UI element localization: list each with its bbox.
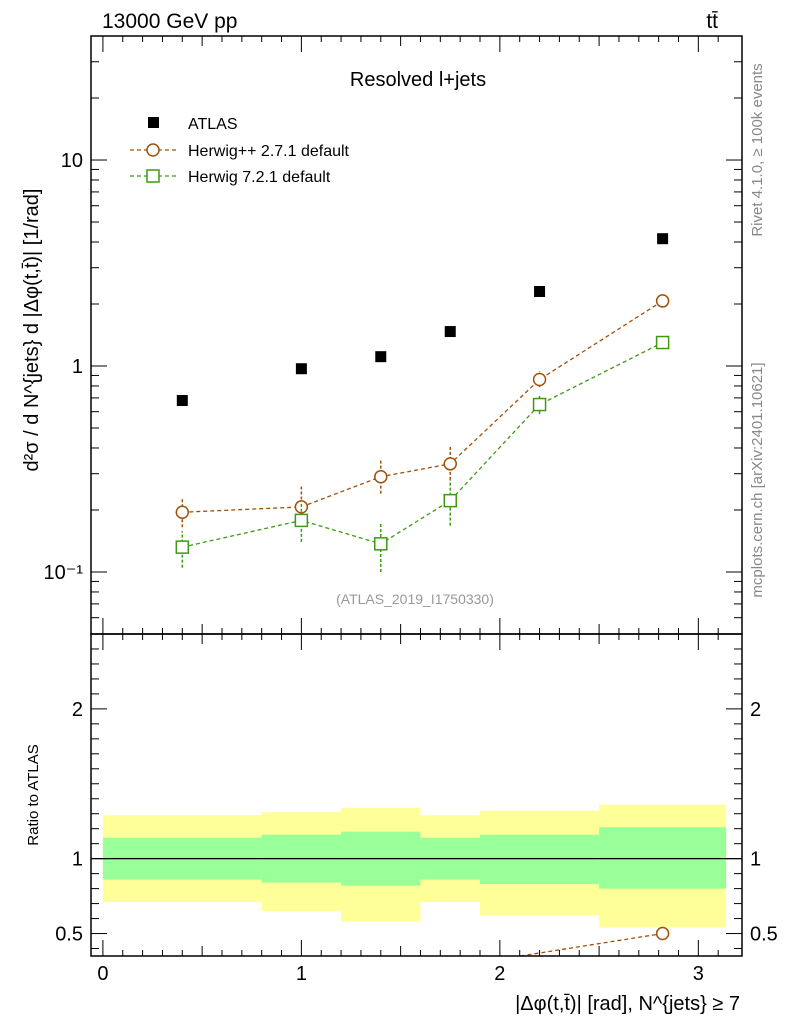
legend-marker-herwig7 xyxy=(146,169,160,183)
main-series xyxy=(175,233,670,572)
herwigpp-point xyxy=(655,294,670,308)
ratio-y-tick-label-left: 1 xyxy=(72,849,83,871)
ratio-series-line xyxy=(520,932,663,957)
ratio-panel: 0.5 0.5 1 1 2 2 0 1 2 3 Ratio to ATLAS |Δφ(t,t̄)|… xyxy=(25,633,778,1015)
main-y-tick-label: 1 xyxy=(72,356,83,378)
legend-label-herwig7: Herwig 7.2.1 default xyxy=(188,169,331,186)
herwig7-point xyxy=(374,537,388,551)
ratio-point xyxy=(655,926,670,941)
ratio-bands xyxy=(102,804,727,928)
atlas-point xyxy=(657,233,669,245)
ratio-series xyxy=(520,926,670,957)
herwig7-point xyxy=(294,513,309,528)
x-axis-label: |Δφ(t,t̄)| [rad], N^{jets} ≥ 7 xyxy=(515,993,740,1015)
x-tick-label: 1 xyxy=(296,963,307,985)
main-ticks: 10⁻¹ 1 10 xyxy=(44,35,742,635)
ratio-y-tick-label-left: 2 xyxy=(72,699,83,721)
ratio-y-tick-label-right: 0.5 xyxy=(750,924,778,946)
ratio-y-tick-label-right: 2 xyxy=(750,699,761,721)
herwig7-point xyxy=(443,493,457,508)
atlas-point xyxy=(295,363,307,375)
x-tick-label: 2 xyxy=(494,963,505,985)
mcplots-label: mcplots.cern.ch [arXiv:2401.10621] xyxy=(749,362,766,597)
energy-label: 13000 GeV pp xyxy=(102,10,237,33)
legend-marker-herwigpp xyxy=(146,143,160,157)
ratio-ticks: 0.5 0.5 1 1 2 2 0 1 2 3 xyxy=(55,633,778,985)
ratio-y-tick-label-right: 1 xyxy=(750,849,761,871)
main-title: Resolved l+jets xyxy=(350,69,486,91)
herwigpp-point xyxy=(294,500,309,514)
atlas-point xyxy=(534,285,546,297)
x-tick-label: 0 xyxy=(97,963,108,985)
main-panel: Resolved l+jets (ATLAS_2019_I1750330) d²… xyxy=(21,35,743,635)
ratio-y-tick-label-left: 0.5 xyxy=(55,924,83,946)
x-tick-label: 3 xyxy=(693,963,704,985)
herwig7-point xyxy=(532,397,547,412)
main-y-tick-label: 10⁻¹ xyxy=(44,562,84,584)
legend: ATLAS Herwig++ 2.7.1 default Herwig 7.2.… xyxy=(130,116,350,186)
herwigpp-point xyxy=(175,505,190,519)
herwig7-point xyxy=(175,540,190,554)
herwigpp-point xyxy=(443,457,457,471)
ratio-band-inner xyxy=(480,834,600,885)
ratio-y-axis-label: Ratio to ATLAS xyxy=(25,744,42,845)
main-y-axis-label: d²σ / d N^{jets} d |Δφ(t,t̄)| [1/rad] xyxy=(21,189,43,472)
herwig7-point xyxy=(655,335,670,350)
series-line-2 xyxy=(182,341,663,548)
ratio-band-inner xyxy=(599,827,727,889)
main-y-tick-label: 10 xyxy=(61,150,83,172)
ratio-frame xyxy=(90,633,743,957)
herwigpp-point xyxy=(532,372,547,387)
atlas-point xyxy=(375,351,387,363)
analysis-tag: (ATLAS_2019_I1750330) xyxy=(336,591,494,607)
process-label: tt̄ xyxy=(706,10,718,33)
herwigpp-point xyxy=(374,469,388,484)
legend-marker-atlas xyxy=(148,117,159,128)
atlas-point xyxy=(176,395,188,407)
rivet-label: Rivet 4.1.0, ≥ 100k events xyxy=(749,63,766,236)
legend-label-atlas: ATLAS xyxy=(188,116,238,133)
series-line-1 xyxy=(182,300,663,513)
legend-label-herwigpp: Herwig++ 2.7.1 default xyxy=(188,143,350,160)
atlas-point xyxy=(444,326,456,338)
